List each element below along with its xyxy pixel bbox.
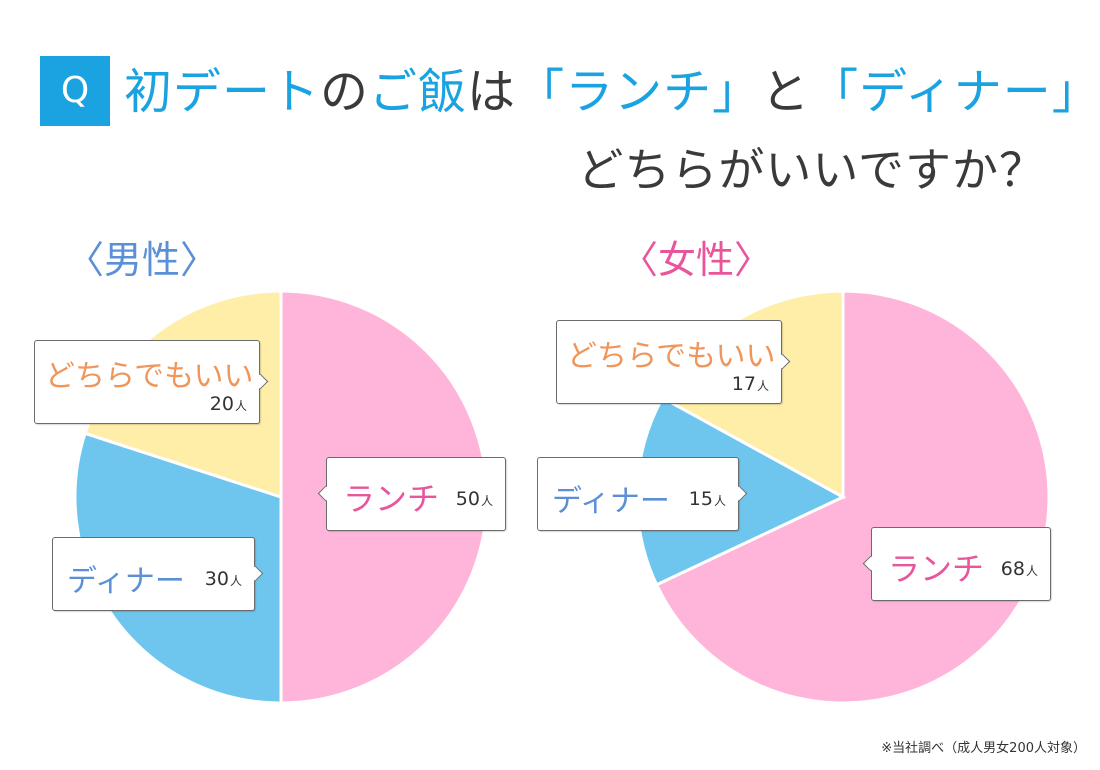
footnote: ※当社調べ（成人男女200人対象） bbox=[881, 741, 1086, 756]
page-title: 初デートのご飯は「ランチ」と「ディナー」 bbox=[124, 62, 1100, 122]
female-lunch-count: 68人 bbox=[1000, 558, 1038, 580]
page-title-line2: どちらがいいですか？ bbox=[577, 143, 1046, 197]
title-part-2: の bbox=[320, 64, 370, 120]
male-dinner-label: ディナー bbox=[67, 564, 185, 599]
title-part-7: 「ディナー」 bbox=[810, 64, 1100, 120]
female-lunch-callout: ランチ 68人 bbox=[871, 527, 1051, 601]
male-either-count: 20人 bbox=[209, 393, 247, 415]
title-part-5: 「ランチ」 bbox=[516, 64, 762, 120]
title-part-3: ご飯 bbox=[369, 64, 468, 120]
male-dinner-callout: ディナー 30人 bbox=[52, 537, 255, 611]
male-dinner-count: 30人 bbox=[204, 568, 242, 590]
female-dinner-callout: ディナー 15人 bbox=[537, 457, 739, 531]
female-either-label: どちらでもいい bbox=[567, 339, 776, 374]
question-badge: Q bbox=[40, 56, 110, 126]
male-lunch-count: 50人 bbox=[455, 488, 493, 510]
male-either-callout: どちらでもいい 20人 bbox=[34, 340, 260, 424]
title-part-1: 初デート bbox=[124, 64, 321, 120]
female-lunch-label: ランチ bbox=[888, 550, 985, 588]
title-part-6: と bbox=[761, 64, 811, 120]
female-chart-title: 〈女性〉 bbox=[620, 238, 773, 282]
female-dinner-count: 15人 bbox=[688, 488, 726, 510]
title-part-4: は bbox=[467, 64, 517, 120]
female-dinner-label: ディナー bbox=[552, 484, 670, 519]
male-chart-title: 〈男性〉 bbox=[66, 238, 219, 282]
male-either-label: どちらでもいい bbox=[45, 359, 254, 394]
female-either-count: 17人 bbox=[731, 373, 769, 395]
female-either-callout: どちらでもいい 17人 bbox=[556, 320, 782, 404]
male-lunch-label: ランチ bbox=[343, 480, 440, 518]
male-lunch-callout: ランチ 50人 bbox=[326, 457, 506, 531]
